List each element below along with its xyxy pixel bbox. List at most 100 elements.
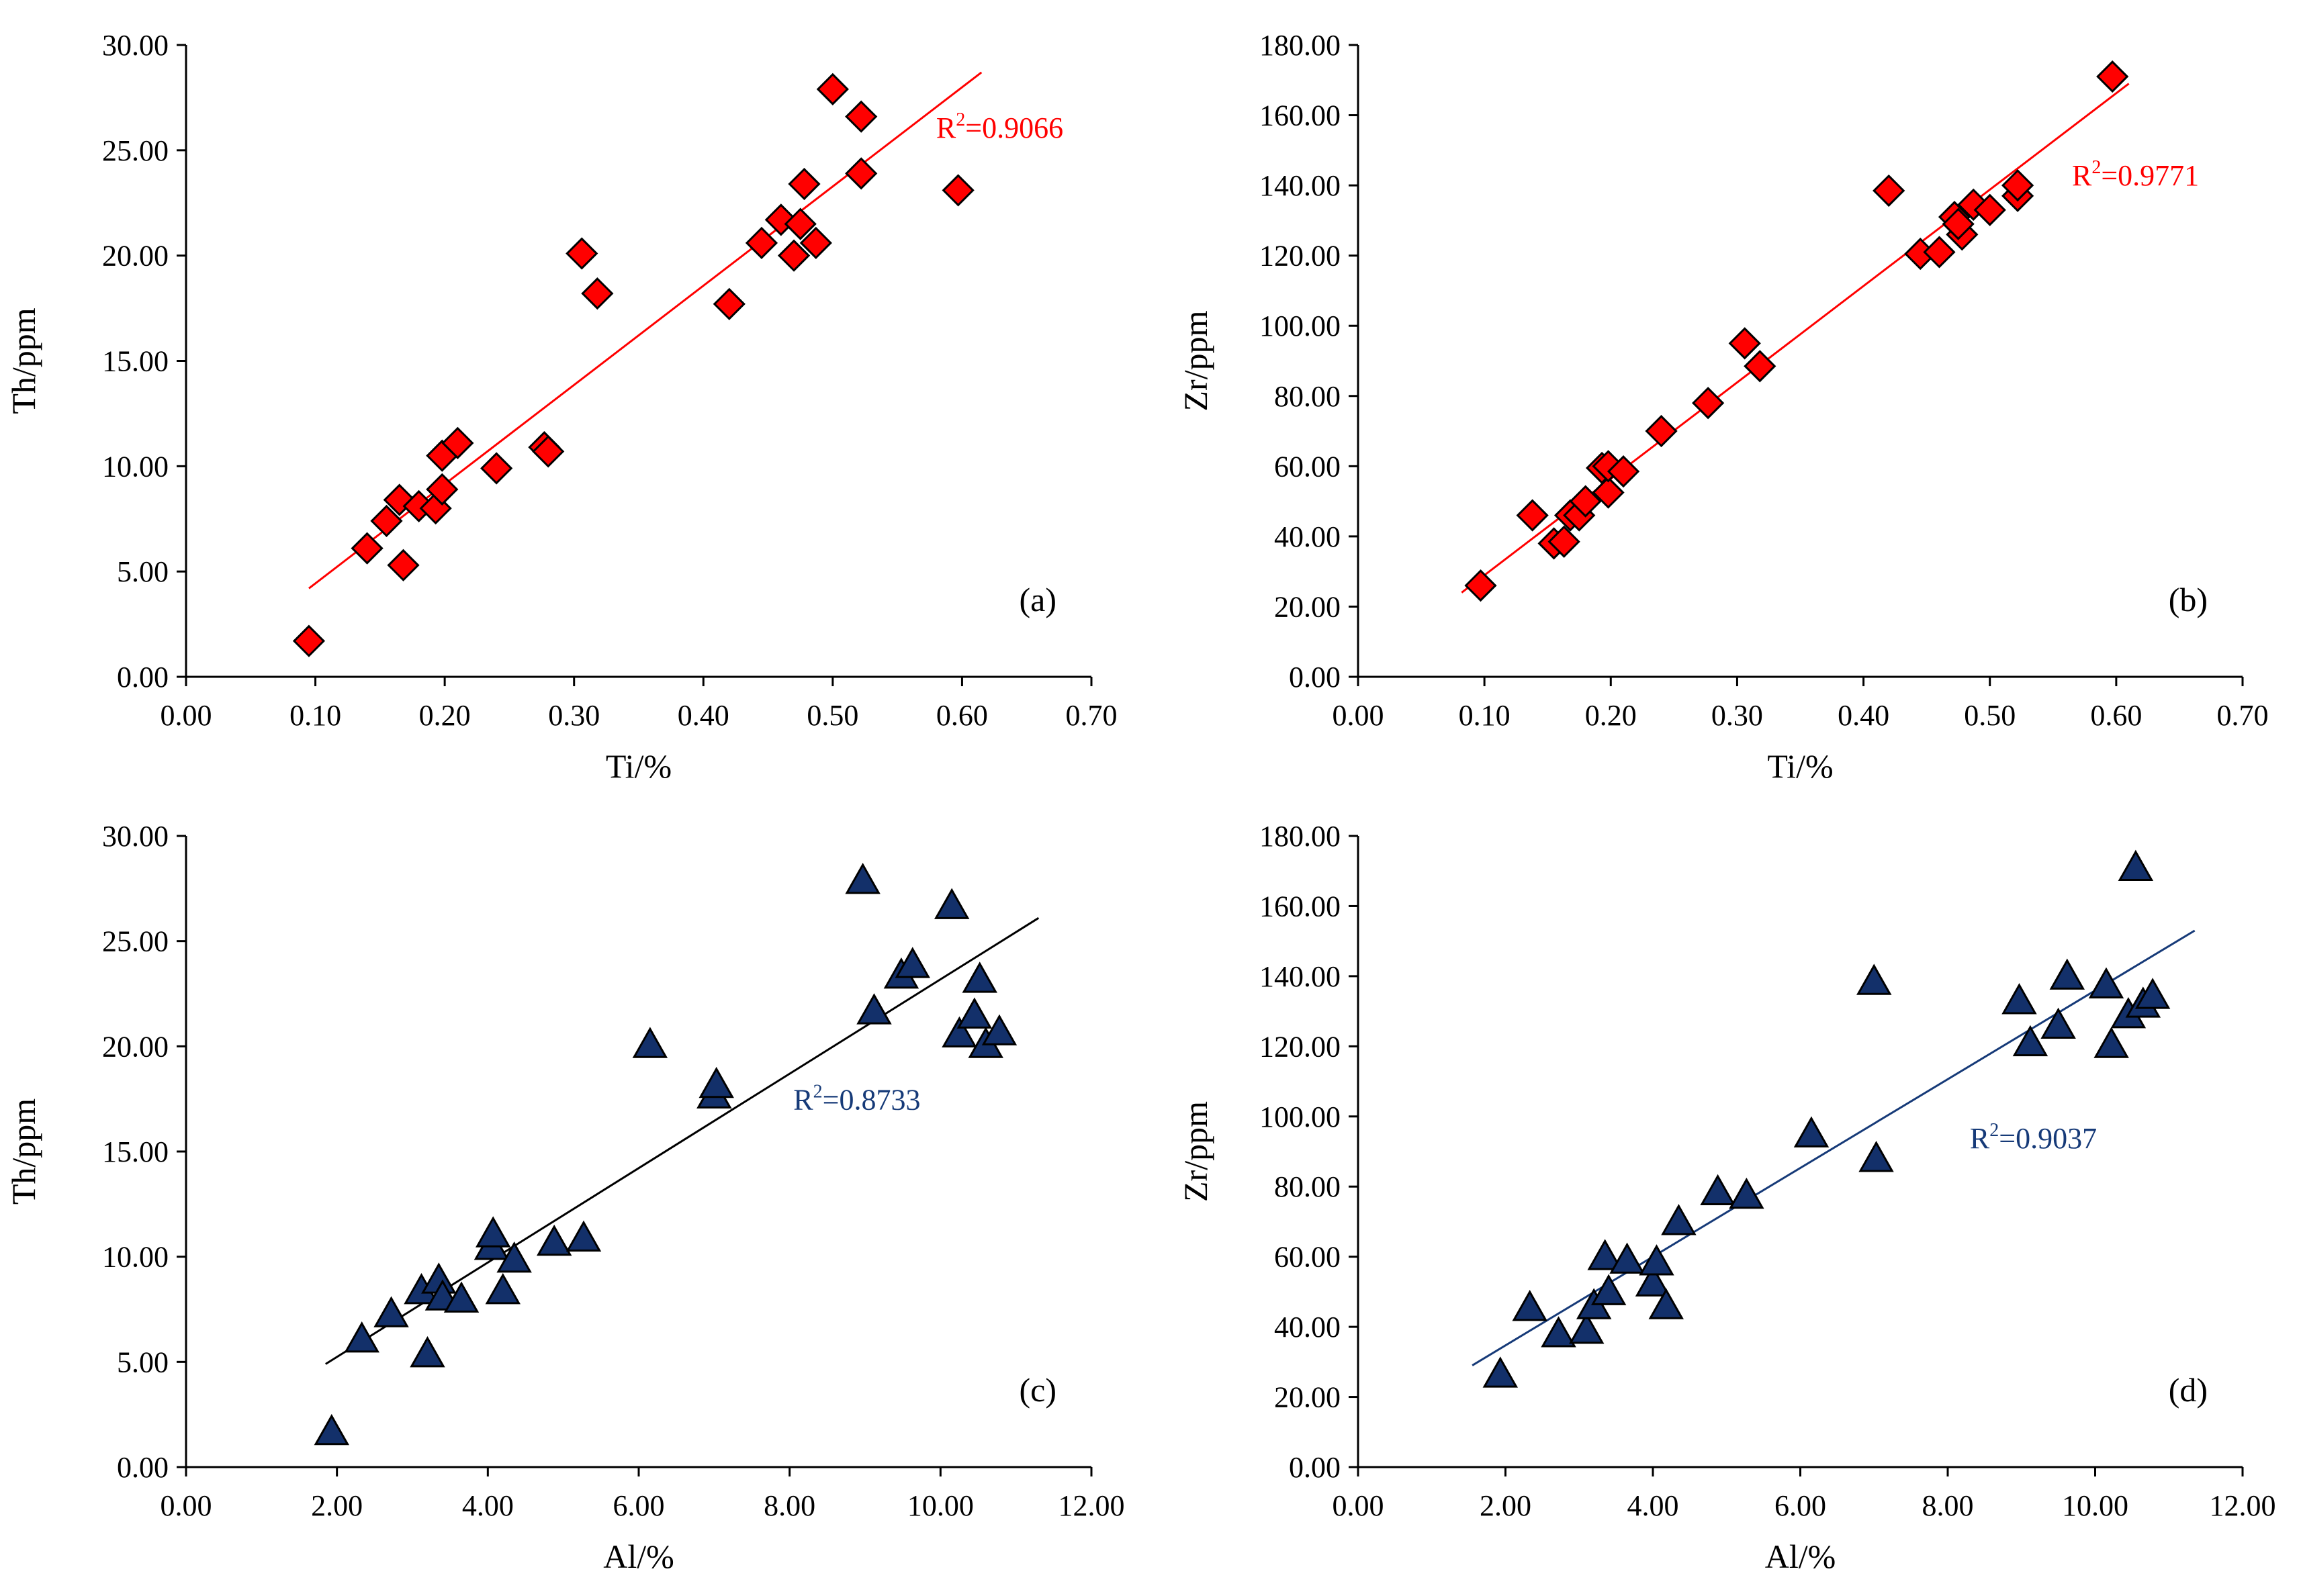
y-tick-label: 20.00	[102, 1030, 169, 1063]
y-tick-label: 10.00	[102, 450, 169, 483]
data-point	[475, 1216, 511, 1248]
x-tick-label: 0.50	[1964, 699, 2016, 732]
x-tick-label: 6.00	[613, 1489, 665, 1522]
y-tick-label: 20.00	[1274, 590, 1341, 623]
data-point	[1858, 1141, 1894, 1172]
y-tick-label: 20.00	[1274, 1381, 1341, 1414]
x-tick-label: 0.60	[2090, 699, 2142, 732]
y-tick-label: 40.00	[1274, 1311, 1341, 1344]
data-point	[2093, 1027, 2129, 1058]
data-point	[1856, 964, 1892, 995]
y-tick-label: 80.00	[1274, 1170, 1341, 1203]
x-tick-label: 4.00	[1627, 1489, 1679, 1522]
data-point	[1692, 387, 1725, 420]
data-point	[1609, 1242, 1645, 1274]
y-tick-label: 5.00	[117, 555, 169, 588]
data-point	[2118, 849, 2154, 881]
y-tick-label: 160.00	[1259, 890, 1341, 923]
x-axis-title: Ti/%	[606, 747, 672, 785]
x-tick-label: 0.40	[1838, 699, 1889, 732]
data-point	[566, 1220, 602, 1252]
data-point	[942, 1016, 977, 1048]
data-point	[956, 997, 993, 1029]
panel-label: (b)	[2169, 581, 2208, 618]
data-point	[1639, 1244, 1674, 1276]
y-tick-label: 80.00	[1274, 380, 1341, 413]
data-point	[1592, 476, 1625, 509]
data-point	[856, 993, 892, 1025]
x-tick-label: 0.40	[678, 699, 729, 732]
data-point	[745, 226, 778, 259]
x-tick-label: 0.00	[161, 1489, 212, 1522]
data-point	[1873, 174, 1905, 207]
data-point	[2049, 958, 2085, 990]
y-axis-title: Th/ppm	[5, 1098, 42, 1205]
data-point	[1516, 499, 1549, 532]
data-point	[1793, 1116, 1830, 1147]
data-point	[1512, 1290, 1547, 1321]
x-tick-label: 0.30	[548, 699, 600, 732]
y-tick-label: 160.00	[1259, 99, 1341, 132]
data-point	[845, 157, 878, 190]
y-axis-title: Zr/ppm	[1177, 1101, 1214, 1202]
data-point	[1648, 1288, 1684, 1319]
data-point	[895, 947, 930, 978]
x-tick-label: 0.70	[1066, 699, 1118, 732]
data-point	[777, 239, 811, 272]
x-tick-label: 0.50	[807, 699, 858, 732]
y-tick-label: 5.00	[117, 1346, 169, 1378]
y-tick-label: 10.00	[102, 1241, 169, 1274]
data-point	[845, 100, 878, 133]
data-point	[314, 1413, 350, 1446]
panel-label: (d)	[2169, 1371, 2208, 1409]
x-tick-label: 0.10	[289, 699, 341, 732]
data-point	[1569, 1312, 1605, 1344]
x-tick-label: 0.30	[1711, 699, 1763, 732]
data-point	[845, 862, 881, 894]
y-tick-label: 40.00	[1274, 520, 1341, 553]
y-axis-title: Th/ppm	[5, 308, 42, 414]
data-point	[532, 435, 565, 468]
data-point	[1541, 1316, 1576, 1348]
data-point	[1635, 1265, 1671, 1297]
data-point	[1464, 569, 1497, 602]
y-tick-label: 0.00	[117, 661, 169, 694]
panel-label: (c)	[1020, 1371, 1057, 1409]
y-tick-label: 100.00	[1259, 1100, 1341, 1133]
x-tick-label: 0.00	[1333, 1489, 1384, 1522]
y-tick-label: 0.00	[117, 1451, 169, 1484]
data-point	[480, 452, 513, 485]
x-tick-label: 8.00	[1922, 1489, 1974, 1522]
data-point	[566, 237, 598, 270]
data-point	[351, 532, 384, 565]
data-point	[1590, 1274, 1627, 1305]
data-point	[1744, 350, 1776, 383]
y-tick-label: 140.00	[1259, 960, 1341, 993]
data-point	[441, 426, 474, 459]
data-point	[816, 73, 849, 105]
y-tick-label: 180.00	[1259, 820, 1341, 853]
data-point	[713, 287, 746, 320]
data-point	[1942, 207, 1975, 240]
data-point	[942, 174, 975, 207]
y-tick-label: 0.00	[1289, 1451, 1341, 1484]
data-point	[410, 1335, 445, 1368]
y-tick-label: 30.00	[102, 820, 169, 853]
y-tick-label: 100.00	[1259, 310, 1341, 342]
data-point	[784, 207, 817, 240]
data-point	[536, 1224, 572, 1256]
data-point	[2001, 983, 2037, 1015]
y-axis-title: Zr/ppm	[1177, 310, 1214, 411]
x-axis-title: Al/%	[603, 1538, 674, 1575]
data-point	[698, 1066, 734, 1098]
data-point	[788, 167, 821, 201]
panel-label: (a)	[1020, 581, 1057, 618]
data-point	[581, 277, 614, 310]
data-point	[2001, 169, 2034, 202]
x-tick-label: 6.00	[1774, 1489, 1826, 1522]
data-point	[1923, 236, 1956, 269]
x-tick-label: 2.00	[311, 1489, 363, 1522]
x-tick-label: 2.00	[1480, 1489, 1531, 1522]
y-tick-label: 180.00	[1259, 29, 1341, 62]
